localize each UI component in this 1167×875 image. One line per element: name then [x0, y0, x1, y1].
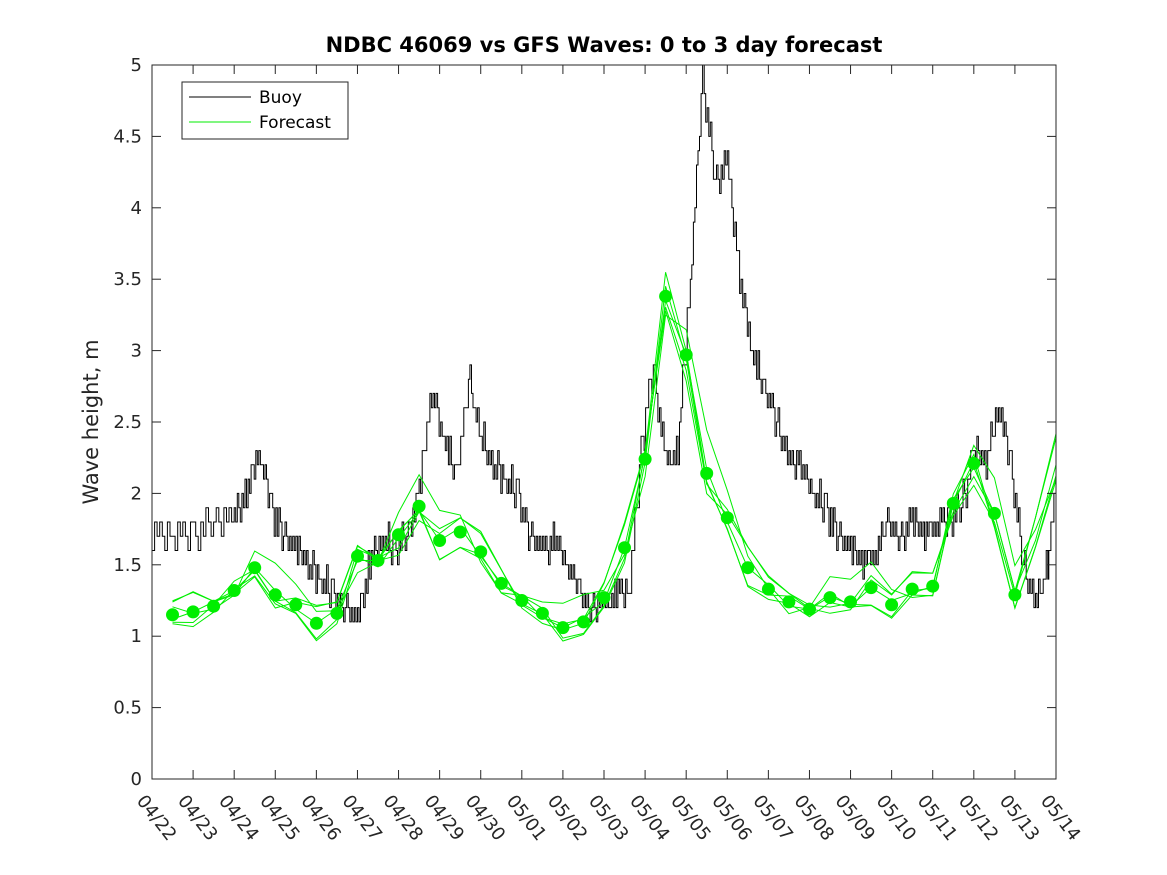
forecast-marker [946, 496, 960, 510]
x-tick-label: 04/22 [132, 791, 180, 845]
forecast-marker [679, 348, 693, 362]
forecast-line [172, 314, 1057, 615]
forecast-marker [433, 534, 447, 547]
forecast-marker [474, 545, 488, 559]
forecast-marker [741, 561, 755, 575]
forecast-marker [309, 616, 323, 630]
forecast-marker [494, 576, 508, 590]
forecast-marker [905, 582, 919, 596]
forecast-marker [864, 581, 878, 595]
forecast-marker [515, 594, 529, 607]
forecast-marker [761, 582, 775, 596]
forecast-marker [926, 579, 940, 593]
forecast-marker [351, 549, 364, 563]
plot-area [152, 65, 1056, 779]
x-tick-label: 05/09 [831, 791, 879, 845]
y-tick-label: 3 [131, 341, 142, 362]
forecast-marker [700, 466, 714, 480]
x-tick-label: 05/12 [954, 791, 1002, 845]
forecast-marker [720, 511, 734, 525]
forecast-line [172, 310, 1057, 631]
legend-forecast-label: Forecast [259, 113, 331, 133]
y-tick-label: 1 [131, 626, 142, 647]
x-tick-label: 05/06 [707, 791, 755, 845]
buoy-line [152, 64, 1057, 623]
chart-title: NDBC 46069 vs GFS Waves: 0 to 3 day fore… [326, 33, 883, 57]
x-tick-label: 04/27 [338, 791, 386, 845]
forecast-marker [330, 606, 344, 620]
forecast-marker [659, 289, 673, 303]
forecast-marker [453, 525, 467, 539]
forecast-marker [166, 608, 179, 622]
y-tick-label: 4 [131, 198, 142, 219]
y-tick-label: 3.5 [113, 269, 142, 290]
legend: Buoy Forecast [181, 81, 349, 140]
forecast-marker [248, 561, 262, 575]
x-tick-label: 05/01 [502, 791, 550, 845]
x-tick-label: 05/13 [995, 791, 1043, 845]
forecast-marker [782, 595, 796, 609]
x-tick-label: 05/05 [666, 791, 714, 845]
forecast-marker [618, 541, 631, 555]
forecast-line [172, 286, 1057, 642]
forecast-marker [823, 591, 837, 605]
forecast-marker [1008, 588, 1022, 602]
forecast-marker [289, 598, 303, 612]
forecast-marker [227, 584, 241, 597]
legend-box [181, 81, 349, 140]
y-tick-label: 1.5 [113, 555, 142, 576]
x-tick-label: 04/24 [214, 791, 262, 845]
forecast-marker [412, 499, 426, 513]
forecast-marker [967, 456, 981, 470]
y-tick-label: 4.5 [113, 126, 142, 147]
forecast-marker [371, 554, 385, 567]
y-tick-label: 2.5 [113, 412, 142, 433]
y-axis: 0 0.5 1 1.5 2 2.5 3 3.5 4 4.5 5 [113, 55, 1056, 790]
x-tick-label: 05/04 [625, 791, 673, 845]
legend-buoy-label: Buoy [259, 88, 302, 108]
x-tick-label: 05/08 [790, 791, 838, 845]
forecast-marker [803, 602, 816, 616]
y-tick-label: 0 [131, 769, 142, 790]
forecast-line [172, 272, 1057, 640]
x-tick-label: 04/29 [420, 791, 468, 845]
forecast-marker [844, 595, 857, 609]
x-tick-label: 05/14 [1036, 791, 1084, 845]
forecast-marker [556, 621, 570, 635]
x-tick-label: 05/03 [584, 791, 632, 845]
series-layer [152, 64, 1057, 642]
y-tick-label: 0.5 [113, 698, 142, 719]
forecast-marker [392, 528, 405, 542]
x-tick-label: 05/02 [543, 791, 591, 845]
forecast-marker [597, 591, 611, 605]
x-tick-label: 04/23 [173, 791, 221, 845]
forecast-marker [577, 615, 590, 629]
y-tick-label: 5 [131, 55, 142, 76]
forecast-marker [638, 452, 652, 466]
forecast-marker [535, 606, 549, 620]
x-tick-label: 04/28 [379, 791, 427, 845]
x-tick-label: 05/10 [872, 791, 920, 845]
y-axis-label: Wave height, m [79, 339, 103, 504]
forecast-marker [268, 588, 282, 602]
forecast-marker [186, 605, 200, 619]
x-tick-label: 04/25 [255, 791, 303, 845]
x-tick-label: 05/07 [748, 791, 796, 845]
x-tick-label: 05/11 [913, 791, 961, 845]
x-tick-label: 04/26 [296, 791, 344, 845]
forecast-marker [987, 506, 1001, 520]
forecast-marker [207, 599, 221, 613]
forecast-marker [885, 598, 899, 612]
y-tick-label: 2 [131, 483, 142, 504]
x-tick-label: 04/30 [461, 791, 509, 845]
